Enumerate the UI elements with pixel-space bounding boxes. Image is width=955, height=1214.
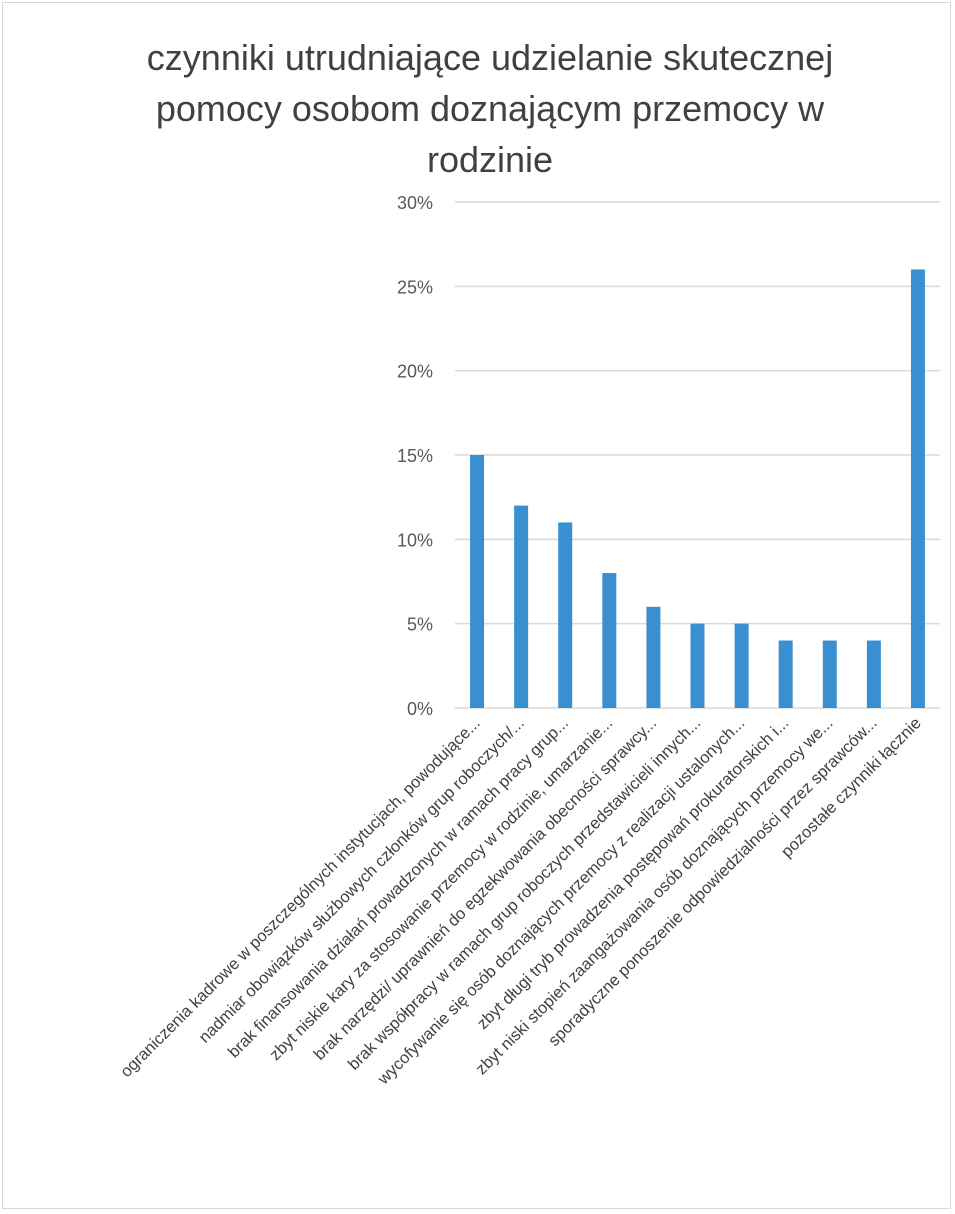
- y-tick-label: 30%: [397, 193, 433, 213]
- x-tick-label: sporadyczne ponoszenie odpowiedzialności…: [545, 714, 881, 1050]
- bar: [866, 640, 881, 708]
- y-tick-label: 0%: [407, 699, 433, 719]
- bar: [822, 640, 837, 708]
- bar: [602, 573, 617, 708]
- bar: [734, 623, 749, 708]
- bar: [558, 522, 573, 708]
- bar: [910, 269, 925, 708]
- bar: [514, 505, 529, 708]
- chart-title: czynniki utrudniające udzielanie skutecz…: [146, 37, 834, 180]
- y-tick-label: 10%: [397, 530, 433, 550]
- y-tick-label: 20%: [397, 362, 433, 382]
- y-tick-label: 5%: [407, 615, 433, 635]
- bar: [646, 606, 661, 708]
- bar: [778, 640, 793, 708]
- bar: [690, 623, 705, 708]
- bar: [470, 455, 485, 708]
- y-tick-label: 15%: [397, 446, 433, 466]
- y-tick-label: 25%: [397, 277, 433, 297]
